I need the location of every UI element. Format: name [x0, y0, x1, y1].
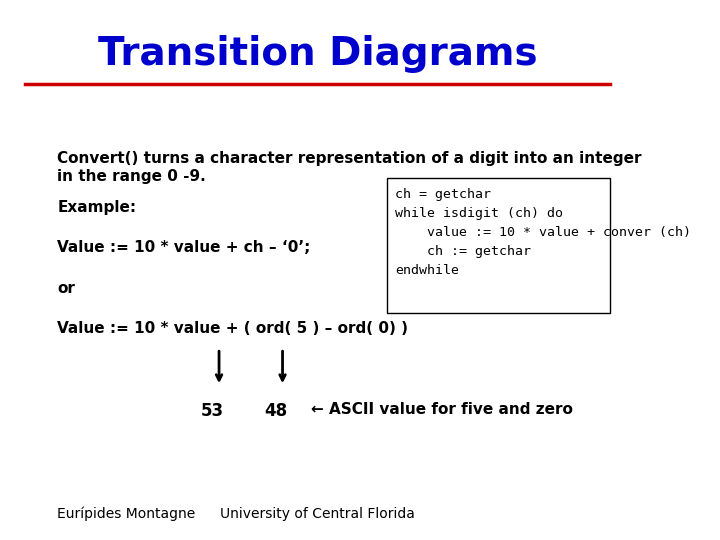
Text: Eurípides Montagne: Eurípides Montagne — [57, 507, 195, 521]
Text: Value := 10 * value + ch – ‘0’;: Value := 10 * value + ch – ‘0’; — [57, 240, 310, 255]
Text: 48: 48 — [265, 402, 288, 420]
Text: Convert() turns a character representation of a digit into an integer
in the ran: Convert() turns a character representati… — [57, 151, 642, 184]
Text: ch = getchar
while isdigit (ch) do
    value := 10 * value + conver (ch)
    ch : ch = getchar while isdigit (ch) do value… — [395, 188, 691, 277]
Text: ← ASCII value for five and zero: ← ASCII value for five and zero — [311, 402, 573, 417]
Text: or: or — [57, 281, 75, 296]
Text: 53: 53 — [201, 402, 224, 420]
Text: University of Central Florida: University of Central Florida — [220, 507, 415, 521]
Text: Value := 10 * value + ( ord( 5 ) – ord( 0) ): Value := 10 * value + ( ord( 5 ) – ord( … — [57, 321, 408, 336]
Text: Transition Diagrams: Transition Diagrams — [98, 35, 537, 73]
Text: Example:: Example: — [57, 200, 136, 215]
FancyBboxPatch shape — [387, 178, 610, 313]
